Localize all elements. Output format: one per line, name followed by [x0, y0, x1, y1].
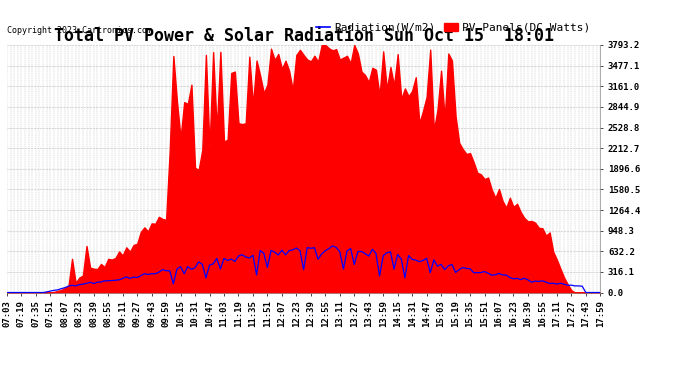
- Legend: Radiation(W/m2), PV Panels(DC Watts): Radiation(W/m2), PV Panels(DC Watts): [312, 18, 595, 37]
- Text: Copyright 2023 Cartronics.com: Copyright 2023 Cartronics.com: [7, 26, 152, 35]
- Title: Total PV Power & Solar Radiation Sun Oct 15  18:01: Total PV Power & Solar Radiation Sun Oct…: [54, 27, 553, 45]
